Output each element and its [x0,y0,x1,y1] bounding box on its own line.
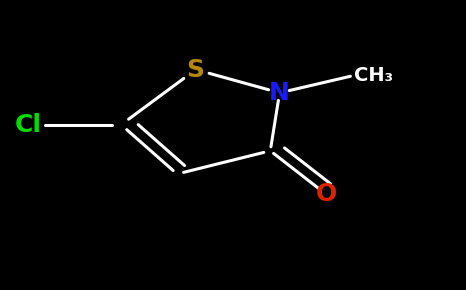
Text: S: S [187,58,205,81]
Text: Cl: Cl [14,113,41,137]
Text: O: O [315,182,337,206]
Text: CH₃: CH₃ [354,66,393,85]
Text: N: N [269,81,290,105]
